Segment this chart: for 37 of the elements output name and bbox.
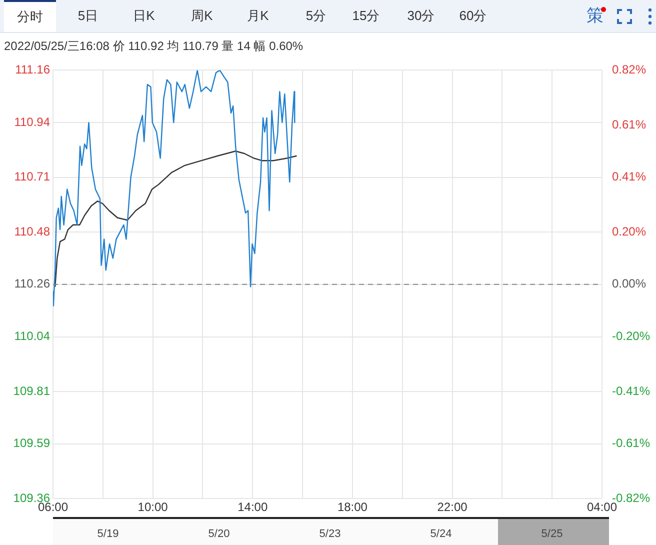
x-tick-label: 18:00 xyxy=(337,500,368,514)
x-tick-label: 22:00 xyxy=(437,500,468,514)
y-tick-label: 110.04 xyxy=(14,329,50,344)
text: 5日 xyxy=(76,7,100,25)
text: 分时 xyxy=(4,0,56,32)
text: 月K xyxy=(246,7,270,25)
y-tick-label: 110.26 xyxy=(14,276,50,291)
y-tick-label: 110.71 xyxy=(14,170,50,184)
text: 5/19 xyxy=(96,528,120,540)
x-tick-label: 14:00 xyxy=(238,500,268,514)
y2-tick-label: 0.20% xyxy=(612,224,646,238)
y-tick-label: 109.81 xyxy=(13,384,50,398)
text: 策 xyxy=(586,5,604,27)
y2-tick-label: -0.61% xyxy=(612,436,650,450)
y-tick-label: 110.94 xyxy=(14,114,50,129)
text: 15分 xyxy=(351,7,381,25)
y2-tick-label: -0.20% xyxy=(612,328,650,343)
x-tick-label: 10:00 xyxy=(138,500,168,514)
text: 5/24 xyxy=(429,528,453,540)
text: 5/23 xyxy=(318,528,342,540)
text: 60分 xyxy=(458,7,488,25)
y-tick-label: 109.59 xyxy=(13,436,50,450)
text: 5分 xyxy=(304,7,328,25)
y2-tick-label: 0.61% xyxy=(612,117,646,132)
y2-tick-label: 0.41% xyxy=(612,170,646,184)
text: 5/25 xyxy=(540,528,564,540)
text: 日K xyxy=(132,7,156,25)
text: 周K xyxy=(190,7,214,25)
y2-tick-label: 0.82% xyxy=(612,62,646,77)
text: 30分 xyxy=(406,7,436,25)
chart-subtitle: 2022/05/25/三16:08 价 110.92 均 110.79 量 14 幅 0.60% xyxy=(4,38,304,55)
text: 5/20 xyxy=(207,528,231,540)
x-tick-label: 04:00 xyxy=(586,500,618,514)
y2-tick-label: 0.00% xyxy=(612,276,646,291)
y2-tick-label: -0.41% xyxy=(612,384,650,398)
y-tick-label: 110.48 xyxy=(14,224,50,238)
y-tick-label: 111.16 xyxy=(15,62,50,77)
